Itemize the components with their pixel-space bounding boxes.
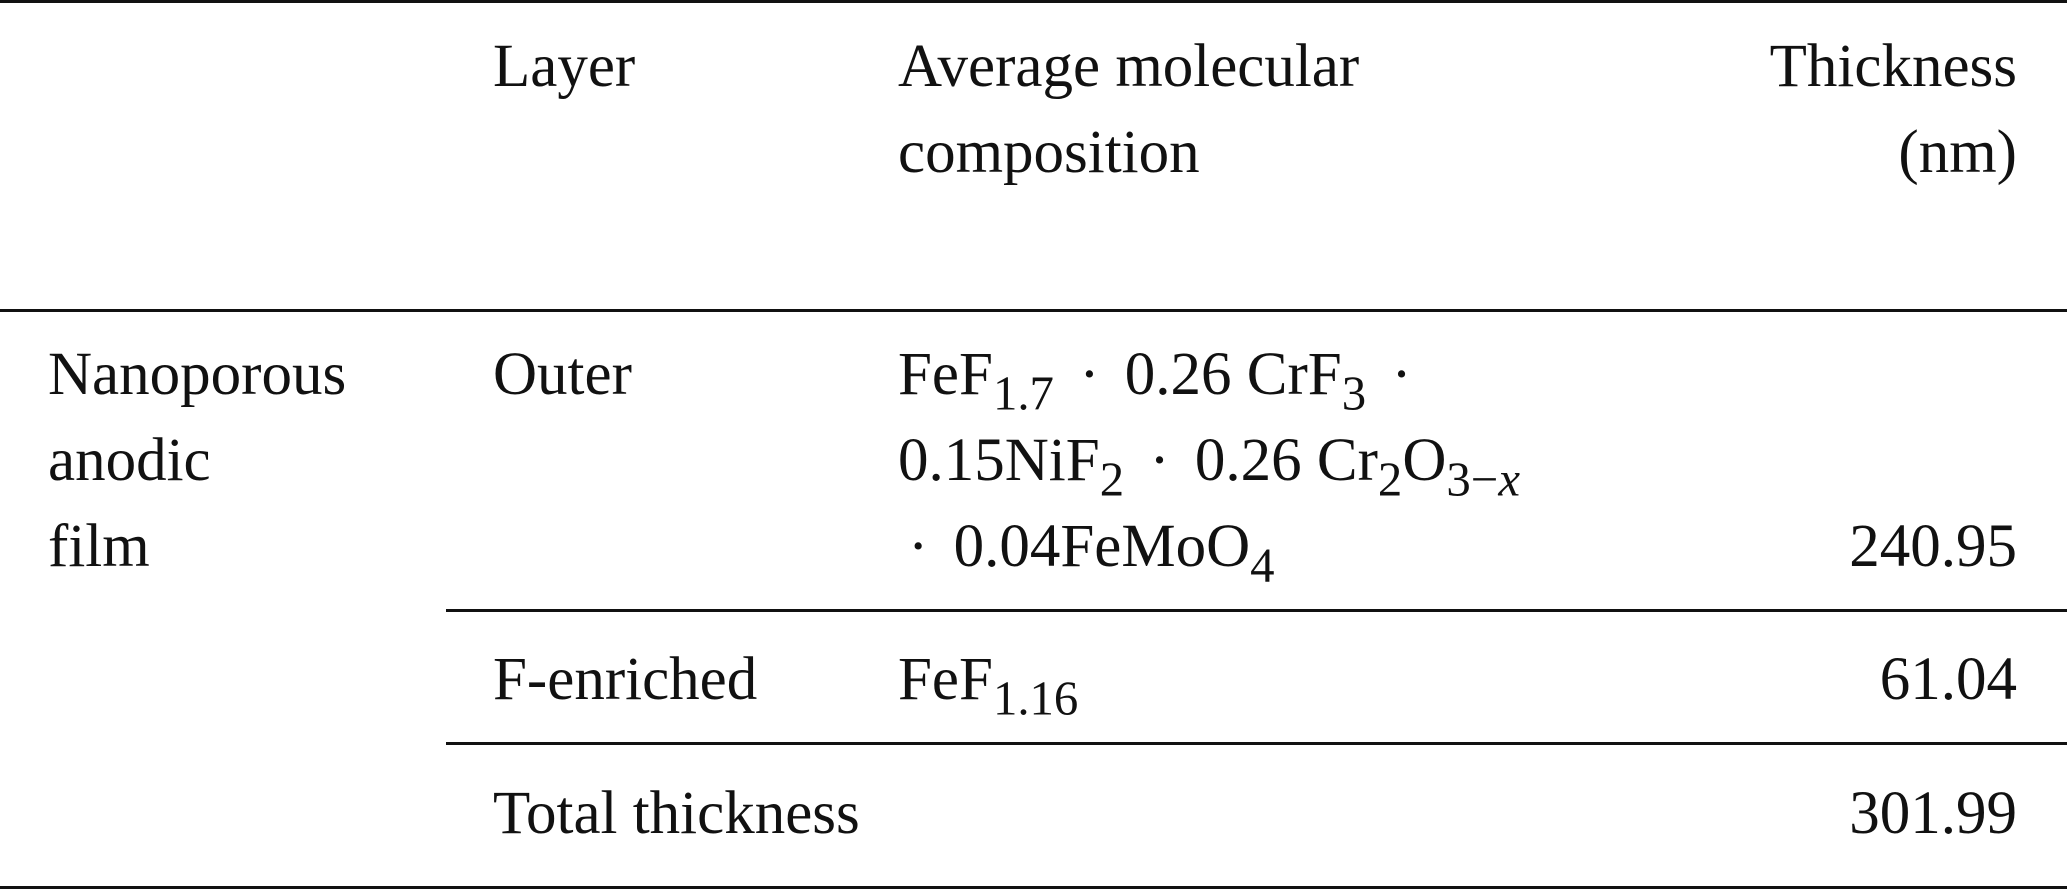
total-label: Total thickness bbox=[493, 780, 860, 847]
outer-composition-line2: 0.15NiF2 · 0.26 Cr2O3−x bbox=[898, 427, 1520, 507]
row-fenriched-composition: FeF1.16 bbox=[898, 637, 1078, 723]
outer-composition-line1: FeF1.7 · 0.26 CrF3 · bbox=[898, 341, 1412, 421]
row-divider-2 bbox=[446, 742, 2067, 745]
fenriched-composition-line1: FeF1.16 bbox=[898, 646, 1079, 726]
group-label-line2: anodic bbox=[48, 427, 211, 494]
bottom-rule bbox=[0, 886, 2067, 889]
row-divider-1 bbox=[446, 609, 2067, 612]
header-composition-line2: composition bbox=[898, 119, 1200, 186]
row-outer-thickness: 240.95 bbox=[1849, 513, 2017, 580]
header-rule bbox=[0, 309, 2067, 312]
row-outer-composition: FeF1.7 · 0.26 CrF3 · 0.15NiF2 · 0.26 Cr2… bbox=[898, 332, 1520, 590]
row-fenriched-thickness: 61.04 bbox=[1879, 646, 2017, 713]
row-fenriched-layer: F-enriched bbox=[493, 646, 758, 713]
top-rule bbox=[0, 0, 2067, 3]
outer-composition-line3: · 0.04FeMoO4 bbox=[908, 513, 1275, 593]
header-layer: Layer bbox=[493, 33, 636, 100]
total-thickness: 301.99 bbox=[1849, 780, 2017, 847]
group-label-line3: film bbox=[48, 513, 150, 580]
header-thickness-line1: Thickness bbox=[1769, 33, 2017, 100]
header-thickness-line2: (nm) bbox=[1898, 119, 2017, 186]
header-composition-line1: Average molecular bbox=[898, 33, 1360, 100]
row-outer-layer: Outer bbox=[493, 341, 632, 408]
group-label-line1: Nanoporous bbox=[48, 341, 347, 408]
